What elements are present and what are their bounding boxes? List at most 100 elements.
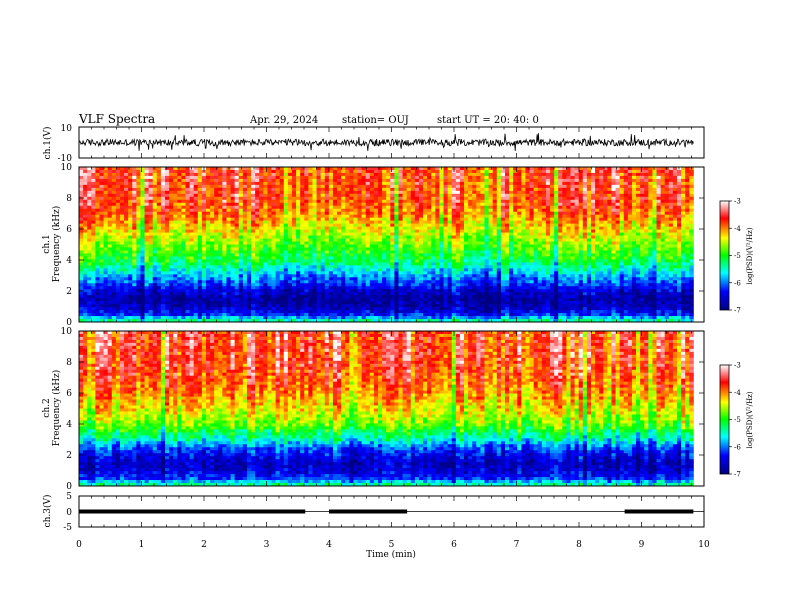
spectrogram-cell: [439, 232, 444, 236]
spectrogram-cell: [664, 229, 670, 233]
spectrogram-cell: [533, 181, 539, 186]
spectrogram-cell: [550, 253, 555, 257]
spectrogram-cell: [357, 169, 363, 174]
spectrogram-cell: [521, 196, 526, 201]
spectrogram-cell: [672, 229, 678, 233]
spectrogram-cell: [595, 167, 600, 171]
spectrogram-cell: [574, 167, 580, 171]
spectrogram-cell: [308, 205, 313, 210]
spectrogram-cell: [152, 208, 158, 213]
spectrogram-cell: [554, 187, 559, 192]
spectrogram-cell: [554, 196, 559, 201]
spectrogram-cell: [230, 250, 236, 254]
spectrogram-cell: [459, 232, 465, 236]
spectrogram-cell: [83, 235, 88, 239]
spectrogram-cell: [251, 193, 256, 198]
spectrogram-cell: [263, 199, 268, 204]
spectrogram-cell: [251, 181, 256, 186]
spectrogram-cell: [230, 214, 236, 219]
spectrogram-cell: [648, 226, 653, 230]
spectrogram-cell: [504, 184, 510, 189]
spectrogram-cell: [586, 220, 592, 225]
ch1-ytick-bottom: -10: [58, 154, 73, 164]
spectrogram-cell: [451, 235, 457, 239]
spectrogram-cell: [189, 226, 195, 230]
spectrogram-cell: [656, 184, 662, 189]
spectrogram-cell: [103, 232, 109, 236]
spectrogram-cell: [488, 259, 494, 263]
spectrogram-cell: [402, 247, 408, 251]
spectrogram-cell: [660, 181, 666, 186]
spectrogram-cell: [316, 262, 322, 266]
spectrogram-cell: [459, 184, 465, 189]
spectrogram-cell: [177, 220, 182, 225]
spectrogram-cell: [582, 217, 588, 222]
spectrogram-cell: [500, 253, 506, 257]
spectrogram-cell: [447, 202, 453, 207]
spectrogram-cell: [83, 256, 88, 260]
spectrogram-cell: [308, 259, 313, 263]
spectrogram-cell: [107, 247, 113, 251]
spectrogram-cell: [656, 187, 662, 192]
spectrogram-cell: [173, 226, 178, 230]
spectrogram-cell: [562, 247, 567, 251]
spectrogram-cell: [300, 217, 305, 222]
spectrogram-cell: [361, 220, 367, 225]
spectrogram-cell: [119, 256, 125, 260]
spectrogram-cell: [685, 247, 690, 251]
spectrogram-cell: [607, 184, 612, 189]
spectrogram-cell: [115, 190, 121, 195]
spectrogram-cell: [570, 175, 575, 180]
spectrogram-cell: [177, 211, 182, 216]
spectrogram-cell: [550, 241, 555, 245]
spectrogram-cell: [185, 211, 190, 216]
spectrogram-cell: [169, 244, 174, 248]
spectrogram-cell: [656, 229, 662, 233]
spectrogram-cell: [484, 196, 489, 201]
spectrogram-cell: [414, 205, 420, 210]
spectrogram-cell: [447, 169, 453, 174]
spectrogram-cell: [504, 190, 510, 195]
spectrogram-cell: [480, 220, 485, 225]
spectrogram-cell: [660, 175, 666, 180]
spectrogram-cell: [312, 226, 317, 230]
spectrogram-cell: [443, 238, 449, 242]
spectrogram-cell: [316, 232, 322, 236]
spectrogram-cell: [488, 214, 494, 219]
spectrogram-cell: [95, 226, 100, 230]
spectrogram-cell: [525, 190, 530, 195]
spectrogram-cell: [222, 178, 227, 183]
spectrogram-cell: [574, 253, 580, 257]
spectrogram-cell: [361, 178, 367, 183]
spectrogram-cell: [451, 229, 457, 233]
spectrogram-cell: [599, 244, 604, 248]
spectrogram-cell: [160, 220, 166, 225]
spectrogram-cell: [128, 196, 133, 201]
spectrogram-cell: [562, 235, 567, 239]
figure-title: VLF Spectra: [78, 112, 155, 126]
spectrogram-cell: [222, 202, 227, 207]
spectrogram-cell: [423, 167, 428, 171]
spectrogram-cell: [566, 167, 571, 171]
spectrogram-cell: [324, 238, 330, 242]
spectrogram-cell: [189, 184, 195, 189]
spectrogram-cell: [349, 190, 354, 195]
spectrogram-cell: [492, 238, 498, 242]
spectrogram-cell: [87, 250, 92, 254]
spectrogram-cell: [177, 196, 182, 201]
spectrogram-cell: [443, 259, 449, 263]
spectrogram-cell: [251, 220, 256, 225]
spectrogram-cell: [451, 214, 457, 219]
spectrogram-cell: [480, 241, 485, 245]
spectrogram-cell: [574, 241, 580, 245]
spectrogram-cell: [574, 193, 580, 198]
spectrogram-cell: [484, 202, 489, 207]
spectrogram-cell: [365, 169, 371, 174]
spectrogram-cell: [189, 262, 195, 266]
spectrogram-cell: [685, 169, 690, 174]
spectrogram-cell: [87, 247, 92, 251]
spectrogram-cell: [537, 232, 543, 236]
spectrogram-cell: [201, 205, 207, 210]
spectrogram-cell: [115, 247, 121, 251]
spectrogram-cell: [607, 229, 612, 233]
